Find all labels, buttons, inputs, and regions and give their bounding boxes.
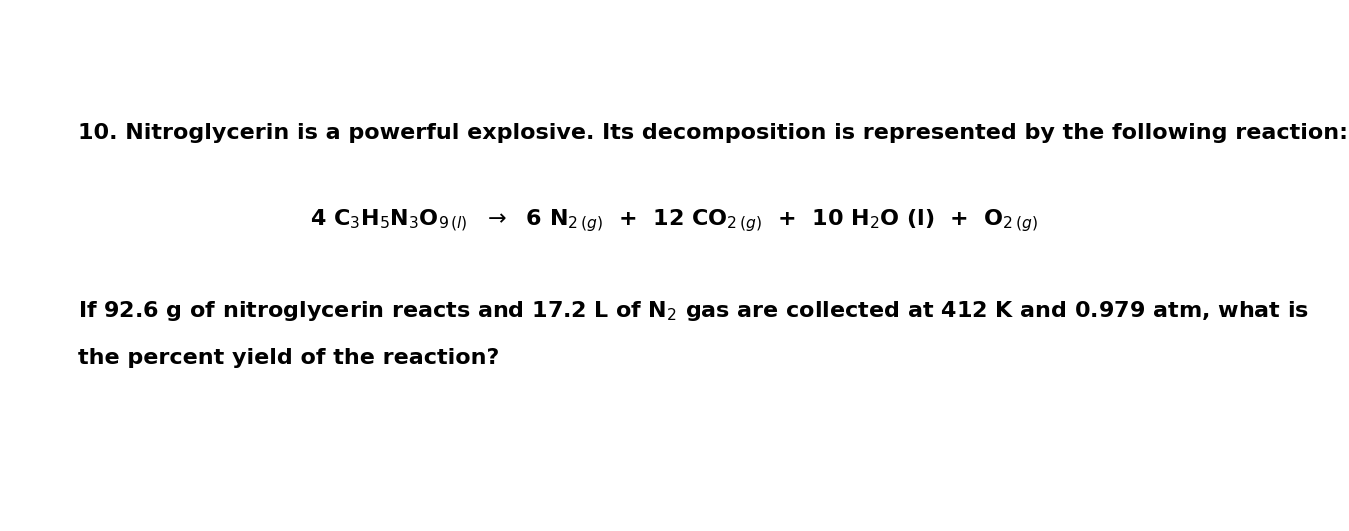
Text: If 92.6 g of nitroglycerin reacts and 17.2 L of N$_2$ gas are collected at 412 K: If 92.6 g of nitroglycerin reacts and 17… <box>78 298 1310 323</box>
Text: 4 C$_3$H$_5$N$_3$O$_{9\,(l)}$  $\rightarrow$  6 N$_{2\,(g)}$  +  12 CO$_{2\,(g)}: 4 C$_3$H$_5$N$_3$O$_{9\,(l)}$ $\rightarr… <box>310 207 1039 234</box>
Text: the percent yield of the reaction?: the percent yield of the reaction? <box>78 348 499 369</box>
Text: 10. Nitroglycerin is a powerful explosive. Its decomposition is represented by t: 10. Nitroglycerin is a powerful explosiv… <box>78 123 1348 143</box>
